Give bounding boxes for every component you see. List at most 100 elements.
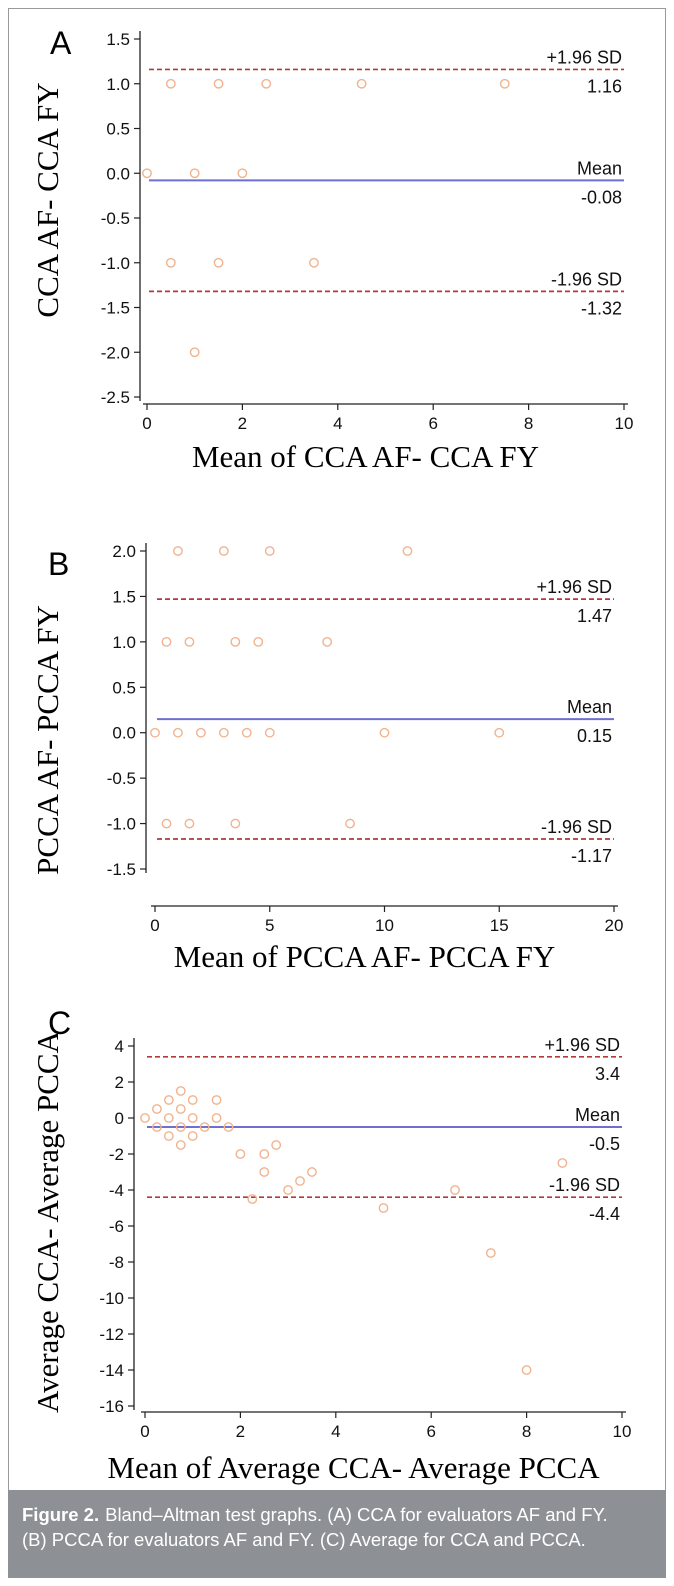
data-point — [230, 636, 241, 647]
data-point — [253, 636, 264, 647]
x-tick-label: 4 — [331, 1422, 340, 1441]
data-point — [223, 1122, 234, 1132]
data-point — [189, 168, 200, 179]
data-point — [161, 818, 172, 829]
y-axis-title: CCA AF- CCA FY — [30, 82, 65, 317]
data-point — [165, 257, 176, 268]
data-point — [187, 1131, 198, 1141]
y-tick-label: -4 — [109, 1181, 124, 1200]
data-point — [184, 818, 195, 829]
caption-line-2: (B) PCCA for evaluators AF and FY. (C) A… — [22, 1529, 586, 1550]
data-point — [283, 1185, 293, 1195]
x-axis-title: Mean of PCCA AF- PCCA FY — [174, 939, 556, 974]
y-tick-label: 4 — [115, 1037, 124, 1056]
data-point — [218, 546, 229, 556]
x-tick-label: 0 — [140, 1422, 149, 1441]
x-tick-label: 4 — [333, 414, 342, 433]
y-tick-label: 2.0 — [112, 542, 136, 561]
mean-line-value: -0.5 — [589, 1134, 620, 1154]
upper-limit-line-label: +1.96 SD — [546, 47, 622, 67]
data-point — [175, 1140, 186, 1150]
y-tick-label: -2.5 — [101, 388, 130, 407]
chart-panel-b: B 2.0 1.5 1.0 0.5 0.0 -0.5 -1.0 -1.5 0 5 10 15 20 Mean… — [30, 542, 623, 974]
data-point — [163, 1113, 174, 1123]
caption-text-1: Bland–Altman test graphs. (A) CCA for ev… — [105, 1504, 608, 1525]
bland-altman-panels: A 1.5 1.0 0.5 0.0 -0.5 -1.0 -1.5 -2.0 -2.5 0 2 4 6 8 10… — [30, 25, 633, 1485]
y-tick-label: 0.0 — [112, 724, 136, 743]
caption-line-1: Figure 2. Bland–Altman test graphs. (A) C… — [22, 1502, 652, 1527]
data-point — [247, 1194, 258, 1204]
upper-limit-line-value: 1.16 — [587, 76, 622, 96]
data-point — [163, 1131, 174, 1141]
panel-letter: A — [50, 25, 72, 61]
chart-panel-a: A 1.5 1.0 0.5 0.0 -0.5 -1.0 -1.5 -2.0 -2.5 0 2 4 6 8 10… — [30, 25, 633, 474]
data-point — [187, 1113, 198, 1123]
y-tick-label: -6 — [109, 1217, 124, 1236]
data-point — [521, 1365, 532, 1375]
data-point — [199, 1122, 210, 1132]
x-tick-label: 8 — [522, 1422, 531, 1441]
y-tick-label: -2 — [109, 1145, 124, 1164]
data-point — [187, 1095, 198, 1105]
y-tick-label: 2 — [115, 1073, 124, 1092]
data-point — [213, 257, 224, 268]
x-tick-label: 6 — [428, 414, 437, 433]
data-point — [184, 636, 195, 647]
y-tick-label: -1.0 — [101, 254, 130, 273]
data-point — [165, 78, 176, 89]
x-tick-label: 20 — [605, 916, 624, 935]
y-tick-label: -12 — [99, 1325, 124, 1344]
data-point — [230, 818, 241, 829]
data-point — [264, 727, 275, 738]
x-tick-label: 2 — [238, 414, 247, 433]
y-tick-label: -1.5 — [107, 860, 136, 879]
data-point — [235, 1149, 246, 1159]
y-axis-title: Average CCA- Average PCCA — [30, 1030, 65, 1413]
data-point — [213, 78, 224, 89]
lower-limit-line-label: -1.96 SD — [551, 269, 622, 289]
data-point — [309, 257, 319, 268]
data-point — [142, 168, 152, 179]
lower-limit-line-label: -1.96 SD — [549, 1175, 620, 1195]
data-point — [259, 1149, 270, 1159]
y-tick-label: 1.5 — [106, 30, 130, 49]
data-point — [402, 546, 413, 556]
caption-label: Figure 2. — [22, 1504, 100, 1525]
x-tick-label: 0 — [150, 916, 159, 935]
data-point — [379, 727, 390, 738]
y-tick-label: 1.0 — [112, 633, 136, 652]
data-point — [189, 347, 200, 358]
y-tick-label: -8 — [109, 1253, 124, 1272]
x-tick-label: 10 — [615, 414, 634, 433]
x-axis-title: Mean of CCA AF- CCA FY — [192, 439, 539, 474]
y-tick-label: 0.5 — [112, 678, 136, 697]
lower-limit-line-label: -1.96 SD — [541, 817, 612, 837]
data-point — [140, 1113, 150, 1123]
chart-panel-c: C 4 2 0 -2 -4 -6 -8 -10 -12 -14 -16 0 2 4 6 8 10 Mean of A… — [30, 1005, 631, 1485]
data-point — [175, 1086, 186, 1096]
y-tick-label: -0.5 — [101, 209, 130, 228]
upper-limit-line-value: 3.4 — [595, 1064, 620, 1084]
data-point — [211, 1113, 222, 1123]
y-tick-label: -14 — [99, 1361, 124, 1380]
y-tick-label: 0.0 — [106, 164, 130, 183]
data-point — [271, 1140, 282, 1150]
data-point — [175, 1122, 186, 1132]
x-tick-label: 8 — [524, 414, 533, 433]
panel-letter: C — [48, 1005, 71, 1041]
y-tick-label: -0.5 — [107, 769, 136, 788]
data-point — [261, 78, 272, 89]
y-tick-label: -2.0 — [101, 343, 130, 362]
data-point — [557, 1158, 568, 1168]
data-point — [150, 727, 160, 738]
y-tick-label: 0 — [115, 1109, 124, 1128]
data-point — [173, 546, 183, 556]
lower-limit-line-value: -1.32 — [581, 298, 622, 318]
data-point — [485, 1248, 496, 1258]
x-axis-title: Mean of Average CCA- Average PCCA — [107, 1450, 600, 1485]
data-point — [494, 727, 505, 738]
data-point — [218, 727, 229, 738]
figure-caption: Figure 2. Bland–Altman test graphs. (A) C… — [8, 1490, 666, 1578]
data-point — [378, 1203, 389, 1213]
data-point — [295, 1176, 305, 1186]
